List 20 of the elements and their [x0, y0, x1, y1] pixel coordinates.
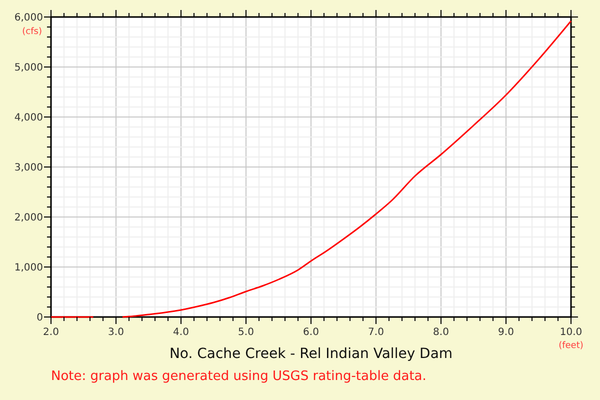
y-tick-label: 2,000 [14, 212, 43, 224]
x-tick-label: 3.0 [108, 327, 124, 338]
x-tick-label: 4.0 [173, 327, 189, 338]
y-tick-label: 6,000 [14, 12, 43, 24]
text: Note: graph was generated using USGS rating-table data. [51, 369, 426, 384]
x-tick-label: 2.0 [43, 327, 59, 338]
y-axis-title: (cfs) [22, 27, 42, 38]
text: No. Cache Creek - Rel Indian Valley Dam [169, 346, 453, 362]
y-tick-label: 1,000 [14, 262, 43, 274]
x-tick-label: 7.0 [368, 327, 384, 338]
x-tick-label: 6.0 [303, 327, 319, 338]
y-tick-label: 4,000 [14, 112, 43, 124]
x-tick-label: 5.0 [238, 327, 254, 338]
y-tick-label: 0 [36, 312, 43, 324]
y-tick-label: 3,000 [14, 162, 43, 174]
x-tick-label: 9.0 [498, 327, 514, 338]
x-tick-label: 10.0 [560, 327, 582, 338]
x-tick-label: 8.0 [433, 327, 449, 338]
y-tick-label: 5,000 [14, 62, 43, 74]
x-axis-title: (feet) [558, 341, 584, 351]
